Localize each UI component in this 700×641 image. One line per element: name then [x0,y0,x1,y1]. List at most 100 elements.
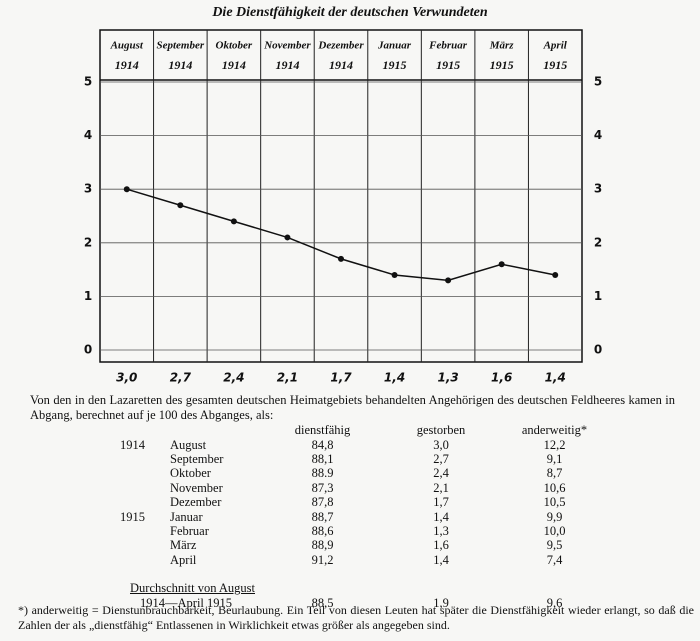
cell: 88,9 [311,538,334,553]
category-year: 1915 [543,58,567,72]
data-point [177,202,184,209]
chart-frame [99,29,583,363]
year [120,466,170,480]
value-label: 3,0 [116,371,137,385]
cell: 10,0 [543,523,566,538]
data-point [552,271,559,278]
cell: 3,0 [433,437,449,452]
y-tick-label: 3 [84,182,92,196]
cell: 9,9 [546,509,563,524]
chart: Die Dienstfähigkeit der deutschen Verwun… [84,5,602,385]
data-line [126,188,556,282]
spacer [120,567,170,581]
cell: 1,9 [433,595,449,610]
cell: 2,4 [433,466,449,481]
y2-tick-label: 2 [594,235,602,249]
year [120,452,170,466]
data-table: dienstfähig gestorben anderweitig* 1914 Augu… [120,423,612,610]
y-tick-label: 0 [84,343,92,357]
cell: 1,4 [433,552,449,567]
category-label: April [543,40,568,52]
year [120,495,170,509]
spacer [120,423,170,437]
cell: 87,8 [311,495,334,510]
data-point [230,218,237,225]
category-year: 1915 [383,58,407,72]
table-row: 1914—April 1915 88,5 1,9 9,6 [120,596,612,610]
y2-tick-label: 3 [594,182,602,196]
cell: 1,6 [433,538,449,553]
footnote: *) anderweitig = Dienstunbrauchbarkeit, … [18,603,694,632]
year: 1914 [120,437,145,452]
value-label: 1,4 [545,371,566,385]
cell: 1,3 [433,523,449,538]
cell: 9,5 [546,538,563,553]
year [120,524,170,538]
category-label: September [156,40,204,52]
y2-tick-label: 0 [594,343,602,357]
value-label: 2,7 [170,371,192,385]
cell: 9,1 [546,451,563,466]
month: Oktober [170,466,211,481]
month: März [170,538,197,553]
cell: 2,7 [433,451,449,466]
cell: 88,5 [311,595,334,610]
category-year: 1914 [222,58,246,72]
cell: 88.9 [311,466,334,481]
table-row: Oktober 88.9 2,4 8,7 [120,466,612,480]
table-row: September 88,1 2,7 9,1 [120,452,612,466]
category-year: 1914 [115,58,139,72]
cell: 84,8 [311,437,334,452]
data-point [391,271,398,278]
cell: 88,1 [311,451,334,466]
table-row: Dezember 87,8 1,7 10,5 [120,495,612,509]
cell: 2,1 [433,480,449,495]
month: August [170,437,207,452]
data-point [284,234,291,241]
cell: 91,2 [311,552,334,567]
value-label: 2,4 [223,371,244,385]
category-label: Dezember [317,40,364,52]
value-label: 1,4 [384,371,405,385]
y-tick-label: 5 [84,75,92,89]
year: 1915 [120,509,145,524]
table-row: Februar 88,6 1,3 10,0 [120,524,612,538]
cell: 8,7 [546,466,563,481]
category-year: 1914 [275,58,299,72]
cell: 88,6 [311,523,334,538]
table-row [120,567,612,581]
year [120,553,170,567]
category-label: Februar [428,40,468,52]
data-point [445,277,452,284]
table-row: November 87,3 2,1 10,6 [120,481,612,495]
category-year: 1914 [168,58,192,72]
table-row: März 88,9 1,6 9,5 [120,538,612,552]
y-tick-label: 4 [84,128,92,142]
column-header: anderweitig* [521,423,588,438]
data-point [498,261,505,268]
category-year: 1915 [490,58,514,72]
category-year: 1914 [329,58,353,72]
intro-text: Von den in den Lazaretten des gesamten d… [30,393,675,422]
category-label: November [263,40,311,52]
spacer [170,423,260,437]
category-label: Januar [377,40,412,52]
cell: 10,5 [543,495,566,510]
summary-label: 1914—April 1915 [140,595,233,610]
value-label: 1,3 [437,371,458,385]
table-row: April 91,2 1,4 7,4 [120,553,612,567]
category-label: Oktober [216,40,253,52]
table-row: 1914 August 84,8 3,0 12,2 [120,437,612,452]
cell: 1,7 [433,495,449,510]
year [120,481,170,495]
value-label: 1,6 [491,371,512,385]
month: Februar [170,523,209,538]
month: September [170,451,224,466]
cell: 9,6 [546,595,563,610]
month: Januar [170,509,203,524]
cell: 1,4 [433,509,449,524]
value-label: 2,1 [277,371,298,385]
data-point [123,186,130,193]
y2-tick-label: 4 [594,128,602,142]
